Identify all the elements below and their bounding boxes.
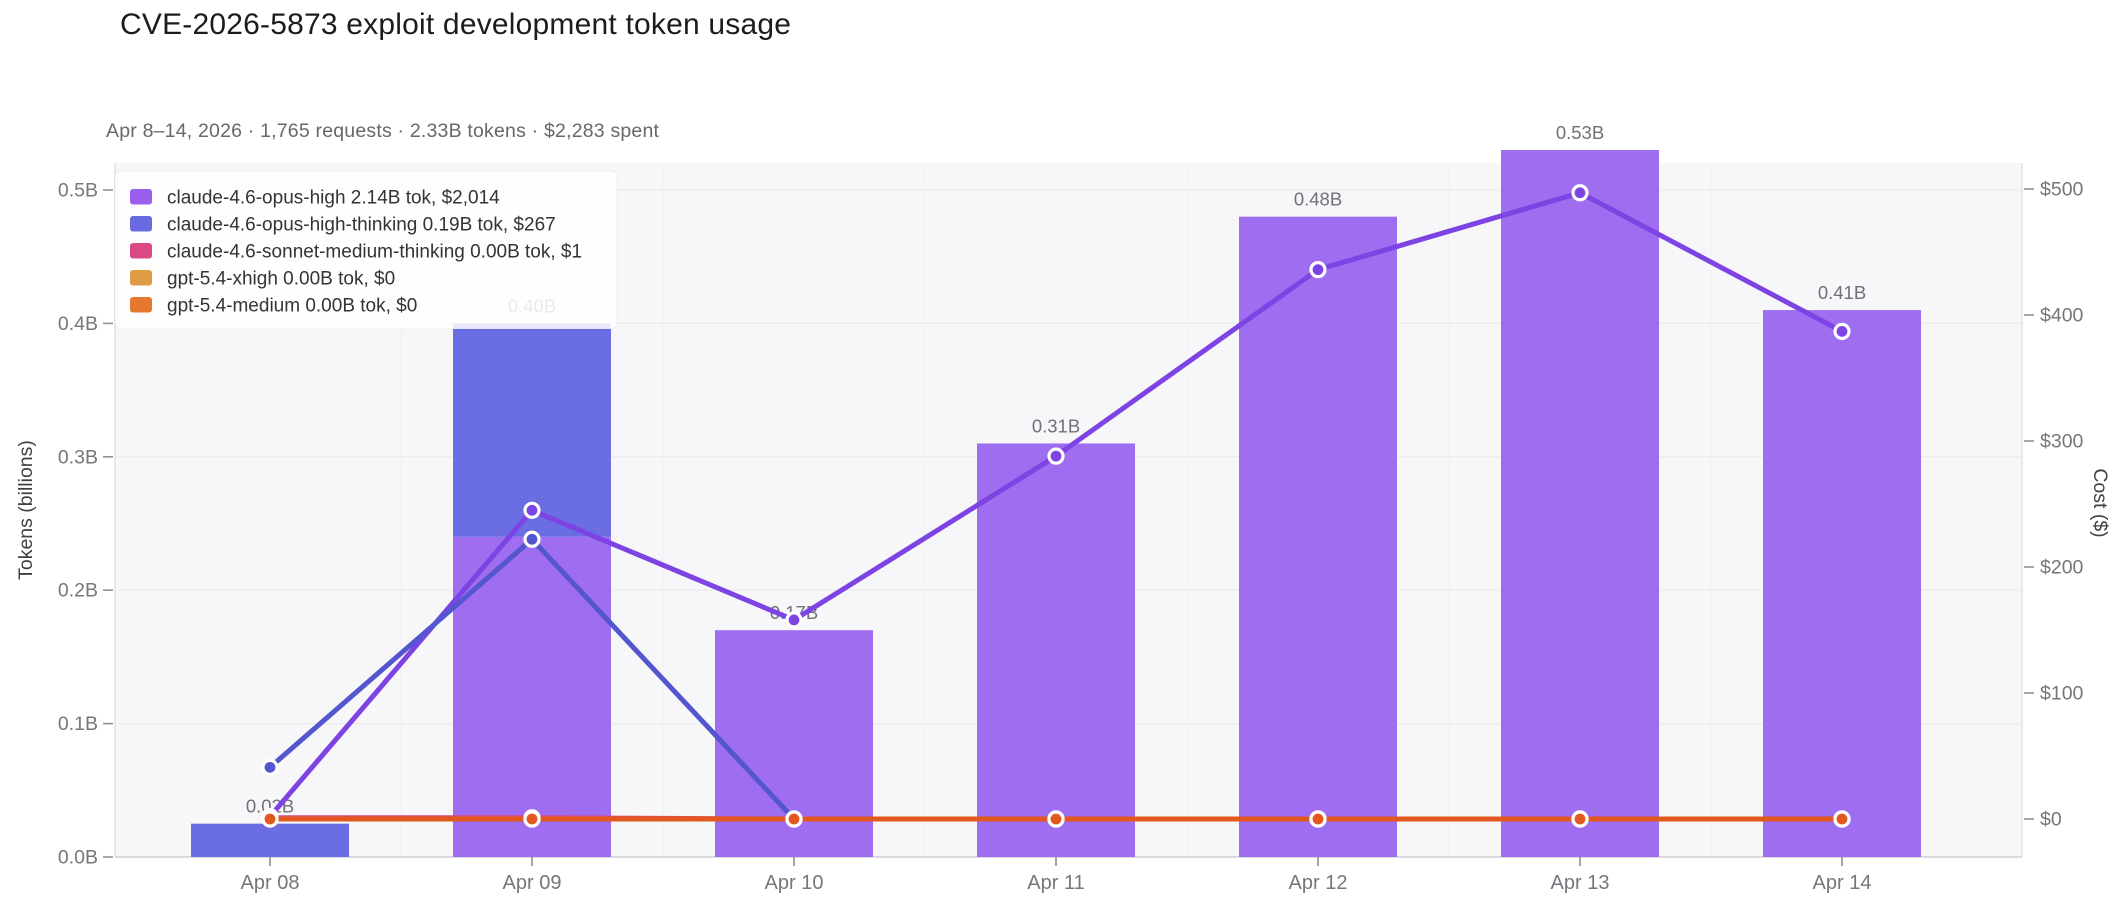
cost-point-claude-4-6-opus-high-apr-11[interactable] bbox=[1047, 447, 1065, 465]
cost-point-gpt-5-4-medium-apr-13[interactable] bbox=[1571, 810, 1589, 828]
bar-apr-12-claude-4-6-opus-high[interactable] bbox=[1239, 216, 1397, 857]
legend-swatch-claude-4-6-sonnet-medium-thinking bbox=[130, 243, 152, 259]
legend-label: claude-4.6-opus-high-thinking 0.19B tok,… bbox=[167, 215, 556, 236]
cost-point-gpt-5-4-medium-apr-14[interactable] bbox=[1833, 810, 1851, 828]
x-tick-label-apr-09: Apr 09 bbox=[503, 872, 562, 894]
y-left-tick-label: 0.3B bbox=[58, 446, 98, 468]
cost-point-claude-4-6-opus-high-thinking-apr-09[interactable] bbox=[523, 530, 541, 548]
bar-apr-11-claude-4-6-opus-high[interactable] bbox=[977, 443, 1135, 857]
y-right-tick-label: $100 bbox=[2040, 683, 2084, 705]
cost-point-claude-4-6-opus-high-apr-14[interactable] bbox=[1833, 322, 1851, 340]
y-right-tick-label: $300 bbox=[2040, 431, 2084, 453]
x-tick-label-apr-11: Apr 11 bbox=[1027, 872, 1084, 894]
legend-item-gpt-5-4-xhigh[interactable]: gpt-5.4-xhigh 0.00B tok, $0 bbox=[130, 269, 395, 290]
bar-apr-09-claude-4-6-opus-high[interactable] bbox=[453, 536, 611, 857]
y-axis-title-right: Cost ($) bbox=[2089, 468, 2111, 537]
cost-point-gpt-5-4-medium-apr-11[interactable] bbox=[1047, 810, 1065, 828]
legend-item-claude-4-6-opus-high-thinking[interactable]: claude-4.6-opus-high-thinking 0.19B tok,… bbox=[130, 215, 556, 236]
y-right-tick-label: $200 bbox=[2040, 557, 2084, 579]
bar-value-label: 0.41B bbox=[1818, 282, 1866, 303]
bar-value-label: 0.48B bbox=[1294, 189, 1342, 210]
legend-swatch-claude-4-6-opus-high-thinking bbox=[130, 216, 152, 232]
legend-label: claude-4.6-opus-high 2.14B tok, $2,014 bbox=[167, 188, 500, 209]
y-left-tick-label: 0.0B bbox=[58, 847, 98, 869]
bar-value-label: 0.31B bbox=[1032, 415, 1080, 436]
cost-point-claude-4-6-opus-high-apr-10[interactable] bbox=[785, 611, 803, 629]
y-left-tick-label: 0.5B bbox=[58, 180, 98, 202]
legend-label: gpt-5.4-medium 0.00B tok, $0 bbox=[167, 296, 417, 317]
legend-label: claude-4.6-sonnet-medium-thinking 0.00B … bbox=[167, 242, 582, 263]
chart-subtitle: Apr 8–14, 2026 · 1,765 requests · 2.33B … bbox=[106, 120, 660, 142]
cost-point-gpt-5-4-medium-apr-09[interactable] bbox=[523, 810, 541, 828]
legend-box bbox=[114, 170, 618, 330]
legend-label: gpt-5.4-xhigh 0.00B tok, $0 bbox=[167, 269, 395, 290]
cost-point-claude-4-6-opus-high-apr-12[interactable] bbox=[1309, 261, 1327, 279]
bar-apr-09-claude-4-6-opus-high-thinking[interactable] bbox=[453, 323, 611, 537]
legend-swatch-gpt-5-4-medium bbox=[130, 297, 152, 313]
x-tick-label-apr-12: Apr 12 bbox=[1289, 872, 1348, 894]
chart-title: CVE-2026-5873 exploit development token … bbox=[120, 8, 792, 41]
x-tick-label-apr-14: Apr 14 bbox=[1813, 872, 1872, 894]
y-axis-title-left: Tokens (billions) bbox=[15, 440, 37, 580]
cost-point-gpt-5-4-medium-apr-10[interactable] bbox=[785, 810, 803, 828]
cost-point-gpt-5-4-medium-apr-08[interactable] bbox=[261, 810, 279, 828]
cost-point-claude-4-6-opus-high-apr-09[interactable] bbox=[523, 501, 541, 519]
x-tick-label-apr-08: Apr 08 bbox=[241, 872, 300, 894]
bar-value-label: 0.53B bbox=[1556, 122, 1604, 143]
y-right-tick-label: $400 bbox=[2040, 305, 2084, 327]
x-tick-label-apr-10: Apr 10 bbox=[765, 872, 824, 894]
y-right-tick-label: $0 bbox=[2040, 809, 2062, 831]
y-left-tick-label: 0.1B bbox=[58, 713, 98, 735]
legend-item-gpt-5-4-medium[interactable]: gpt-5.4-medium 0.00B tok, $0 bbox=[130, 296, 417, 317]
y-left-tick-label: 0.2B bbox=[58, 580, 98, 602]
legend-swatch-gpt-5-4-xhigh bbox=[130, 270, 152, 286]
legend-item-claude-4-6-sonnet-medium-thinking[interactable]: claude-4.6-sonnet-medium-thinking 0.00B … bbox=[130, 242, 582, 263]
legend-item-claude-4-6-opus-high[interactable]: claude-4.6-opus-high 2.14B tok, $2,014 bbox=[130, 188, 500, 209]
cost-point-gpt-5-4-medium-apr-12[interactable] bbox=[1309, 810, 1327, 828]
cost-point-claude-4-6-opus-high-thinking-apr-08[interactable] bbox=[261, 758, 279, 776]
bar-apr-14-claude-4-6-opus-high[interactable] bbox=[1763, 310, 1921, 857]
bar-apr-13-claude-4-6-opus-high[interactable] bbox=[1501, 149, 1659, 858]
cost-point-claude-4-6-opus-high-apr-13[interactable] bbox=[1571, 184, 1589, 202]
y-right-tick-label: $500 bbox=[2040, 179, 2084, 201]
legend-swatch-claude-4-6-opus-high bbox=[130, 189, 152, 205]
y-left-tick-label: 0.4B bbox=[58, 313, 98, 335]
x-tick-label-apr-13: Apr 13 bbox=[1551, 872, 1610, 894]
bar-apr-08-claude-4-6-opus-high-thinking[interactable] bbox=[191, 823, 349, 857]
